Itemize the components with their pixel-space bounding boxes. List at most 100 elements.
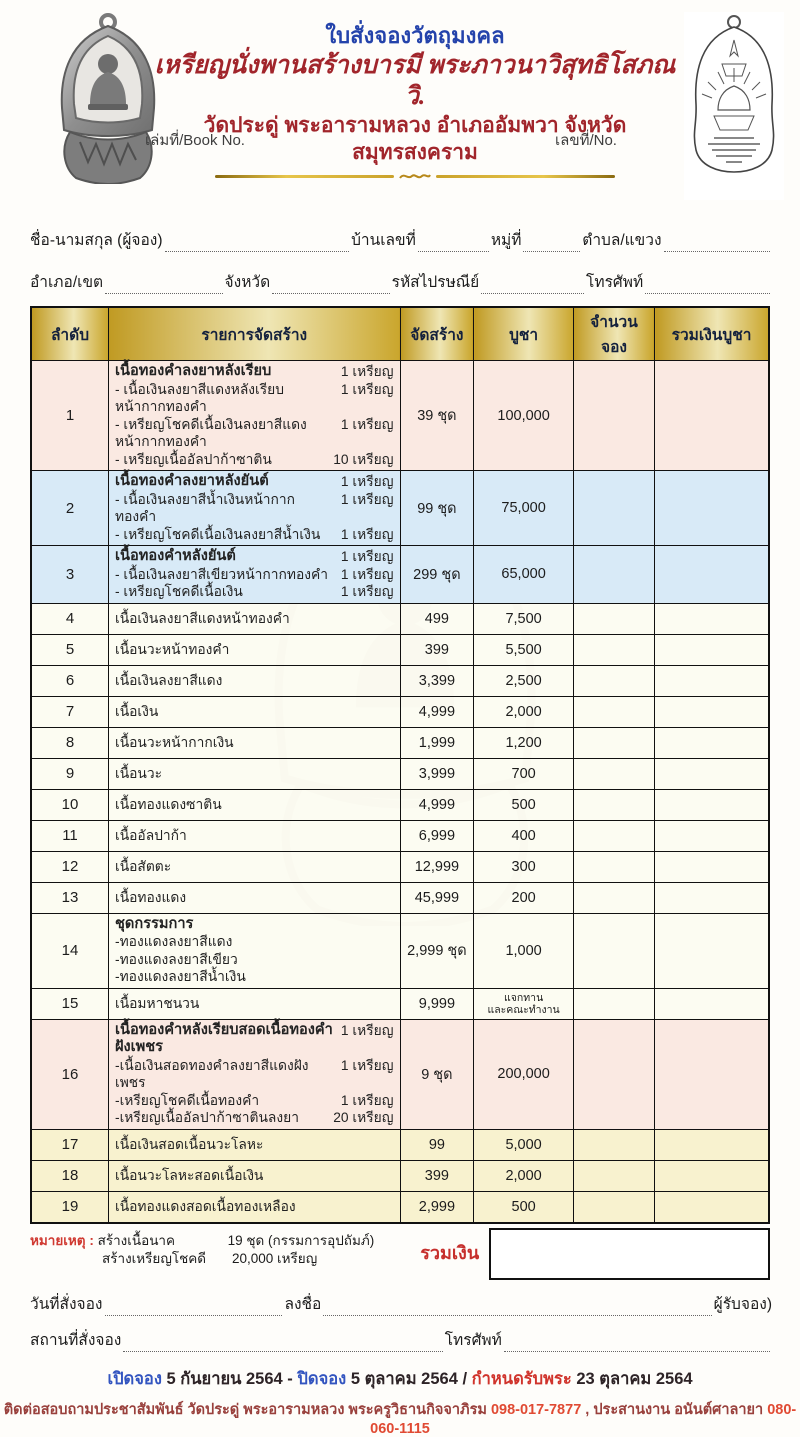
order-qty-input-cell[interactable]: [572, 633, 656, 666]
table-row: 7 เนื้อเงิน 4,999 2,000: [30, 695, 770, 728]
total-amount-input-cell[interactable]: [654, 1128, 770, 1161]
table-row: 5 เนื้อนวะหน้าทองคำ 399 5,500: [30, 633, 770, 666]
table-row: 17 เนื้อเงินสอดเนื้อนวะโลหะ 99 5,000: [30, 1128, 770, 1161]
address-info-line: อำเภอ/เขต จังหวัด รหัสไปรษณีย์ โทรศัพท์: [30, 264, 772, 294]
item-cell: ชุดกรรมการ -ทองแดงลงยาสีแดง -ทองแดงลงยาสีเ…: [107, 912, 401, 989]
row-number: 1: [30, 360, 109, 471]
table-row: 14 ชุดกรรมการ -ทองแดงลงยาสีแดง -ทองแดงลงยาส…: [30, 912, 770, 989]
signature-input-line[interactable]: [323, 1296, 712, 1316]
order-qty-input-cell[interactable]: [572, 788, 656, 821]
order-qty-input-cell[interactable]: [572, 664, 656, 697]
house-no-label: บ้านเลขที่: [351, 232, 416, 249]
order-qty-input-cell[interactable]: [572, 881, 656, 914]
footer-phone-input-line[interactable]: [503, 1332, 770, 1352]
order-qty-input-cell[interactable]: [572, 602, 656, 635]
postcode-input-line[interactable]: [481, 274, 585, 294]
price-cell: 700: [473, 757, 574, 790]
table-row: 2 เนื้อทองคำลงยาหลังยันต์ 1 เหรียญ - เนื้อเ…: [30, 470, 770, 546]
order-qty-input-cell[interactable]: [572, 1128, 656, 1161]
amulet-back-sketch: [684, 12, 784, 200]
price-cell: 75,000: [473, 470, 574, 546]
total-amount-input-cell[interactable]: [654, 664, 770, 697]
item-cell: เนื้อทองแดงสอดเนื้อทองเหลือง: [107, 1190, 401, 1223]
total-amount-input-cell[interactable]: [654, 1190, 770, 1223]
province-input-line[interactable]: [272, 274, 390, 294]
order-qty-input-cell[interactable]: [572, 819, 656, 852]
total-amount-input-cell[interactable]: [654, 912, 770, 989]
row-number: 8: [30, 726, 109, 759]
temple-name-heading: วัดประดู่ พระอารามหลวง อำเภออัมพวา จังหว…: [203, 114, 627, 165]
made-quantity-cell: 3,399: [399, 664, 475, 697]
order-qty-input-cell[interactable]: [572, 1190, 656, 1223]
total-amount-input-cell[interactable]: [654, 695, 770, 728]
order-qty-input-cell[interactable]: [572, 757, 656, 790]
district-input-line[interactable]: [105, 274, 223, 294]
order-qty-input-cell[interactable]: [572, 912, 656, 989]
order-qty-input-cell[interactable]: [572, 695, 656, 728]
page-title: ใบสั่งจองวัตถุมงคล: [325, 23, 505, 48]
col-header-item: รายการจัดสร้าง: [107, 306, 401, 361]
total-amount-input-cell[interactable]: [654, 987, 770, 1020]
table-row: 10 เนื้อทองแดงซาติน 4,999 500: [30, 788, 770, 821]
order-qty-input-cell[interactable]: [572, 1159, 656, 1192]
price-cell: 1,000: [473, 912, 574, 989]
postcode-label: รหัสไปรษณีย์: [391, 274, 480, 291]
total-amount-input-cell[interactable]: [654, 470, 770, 546]
made-quantity-cell: 99: [399, 1128, 475, 1161]
order-qty-input-cell[interactable]: [572, 1018, 656, 1130]
footer-phone-label: โทรศัพท์: [444, 1331, 502, 1349]
total-amount-input-cell[interactable]: [654, 819, 770, 852]
order-qty-input-cell[interactable]: [572, 850, 656, 883]
order-qty-input-cell[interactable]: [572, 360, 656, 471]
orderer-info-line: ชื่อ-นามสกุล (ผู้จอง) บ้านเลขที่ หมู่ที่…: [30, 222, 772, 252]
table-row: 18 เนื้อนวะโลหะสอดเนื้อเงิน 399 2,000: [30, 1159, 770, 1192]
total-amount-input-cell[interactable]: [654, 881, 770, 914]
total-amount-input-cell[interactable]: [654, 757, 770, 790]
order-qty-input-cell[interactable]: [572, 726, 656, 759]
total-amount-input-cell[interactable]: [654, 360, 770, 471]
grand-total-input-box[interactable]: [489, 1227, 770, 1280]
subdistrict-input-line[interactable]: [663, 232, 770, 252]
table-row: 4 เนื้อเงินลงยาสีแดงหน้าทองคำ 499 7,500: [30, 602, 770, 635]
table-row: 19 เนื้อทองแดงสอดเนื้อทองเหลือง 2,999 500: [30, 1190, 770, 1223]
made-quantity-cell: 9,999: [399, 987, 475, 1020]
made-quantity-cell: 4,999: [399, 695, 475, 728]
order-qty-input-cell[interactable]: [572, 987, 656, 1020]
item-cell: เนื้อนวะ: [107, 757, 401, 790]
row-number: 11: [30, 819, 109, 852]
phone-input-line[interactable]: [645, 274, 770, 294]
name-input-line[interactable]: [164, 232, 350, 252]
note-line2-name: สร้างเหรียญโชคดี: [102, 1250, 207, 1266]
total-amount-input-cell[interactable]: [654, 726, 770, 759]
moo-input-line[interactable]: [523, 232, 581, 252]
row-number: 6: [30, 664, 109, 697]
table-row: 11 เนื้ออัลปาก้า 6,999 400: [30, 819, 770, 852]
price-cell: 2,000: [473, 1159, 574, 1192]
col-header-made: จัดสร้าง: [399, 306, 475, 361]
item-cell: เนื้อเงินลงยาสีแดง: [107, 664, 401, 697]
total-amount-input-cell[interactable]: [654, 1018, 770, 1130]
order-qty-input-cell[interactable]: [572, 470, 656, 546]
made-quantity-cell: 99 ชุด: [399, 470, 475, 546]
row-number: 13: [30, 881, 109, 914]
phone-label: โทรศัพท์: [586, 274, 644, 291]
table-row: 8 เนื้อนวะหน้ากากเงิน 1,999 1,200: [30, 726, 770, 759]
made-quantity-cell: 4,999: [399, 788, 475, 821]
item-cell: เนื้อมหาชนวน: [107, 987, 401, 1020]
total-amount-input-cell[interactable]: [654, 1159, 770, 1192]
made-quantity-cell: 399: [399, 1159, 475, 1192]
place-input-line[interactable]: [123, 1332, 443, 1352]
item-cell: เนื้อทองแดงซาติน: [107, 788, 401, 821]
row-number: 15: [30, 987, 109, 1020]
order-qty-input-cell[interactable]: [572, 545, 656, 604]
total-amount-input-cell[interactable]: [654, 602, 770, 635]
total-amount-input-cell[interactable]: [654, 788, 770, 821]
row-number: 7: [30, 695, 109, 728]
order-date-input-line[interactable]: [104, 1296, 283, 1316]
order-table: ลำดับ รายการจัดสร้าง จัดสร้าง บูชา จำนวน…: [30, 306, 770, 1224]
row-number: 12: [30, 850, 109, 883]
total-amount-input-cell[interactable]: [654, 545, 770, 604]
house-no-input-line[interactable]: [417, 232, 489, 252]
total-amount-input-cell[interactable]: [654, 633, 770, 666]
total-amount-input-cell[interactable]: [654, 850, 770, 883]
